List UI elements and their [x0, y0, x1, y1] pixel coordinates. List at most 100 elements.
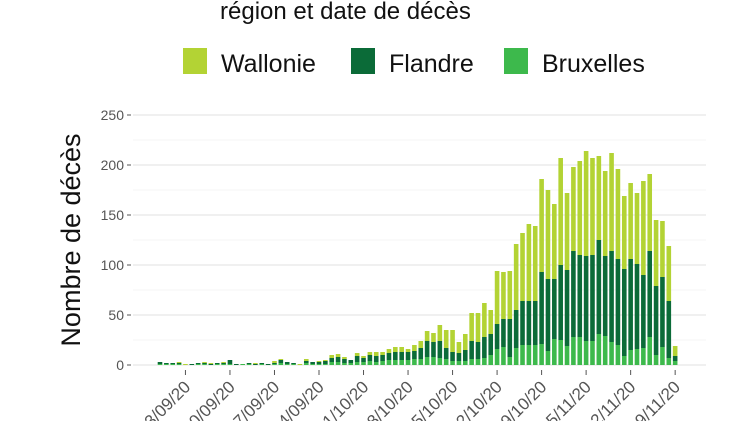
bar-wallonie [634, 193, 640, 264]
bar-flandre [462, 350, 468, 361]
bar-bruxelles [488, 355, 494, 365]
bar-bruxelles [482, 358, 487, 365]
bar-bruxelles [520, 345, 525, 365]
bar-flandre [303, 361, 309, 363]
bar-flandre [412, 351, 417, 359]
bar-flandre [367, 355, 373, 361]
bar-wallonie [450, 330, 455, 352]
bar-wallonie [577, 161, 583, 255]
bar-wallonie [176, 362, 182, 363]
bar-flandre [234, 364, 239, 365]
bar-wallonie [647, 174, 653, 251]
bar-bruxelles [170, 364, 176, 365]
bar-bruxelles [672, 361, 678, 365]
bar-flandre [291, 363, 296, 364]
bar-bruxelles [386, 360, 392, 365]
bar-flandre [253, 364, 258, 365]
bar-flandre [418, 348, 424, 359]
bar-wallonie [399, 347, 404, 352]
bar-flandre [488, 334, 494, 355]
chart-title: région et date de décès [220, 0, 471, 25]
bar-flandre [354, 356, 360, 362]
bar-bruxelles [329, 362, 335, 365]
bar-flandre [660, 277, 665, 347]
bar-bruxelles [571, 337, 576, 365]
bar-bruxelles [278, 363, 284, 365]
bar-bruxelles [552, 339, 557, 365]
legend-label-flandre: Flandre [389, 50, 474, 78]
bar-wallonie [393, 347, 398, 352]
bar-flandre [386, 353, 392, 360]
bar-flandre [265, 364, 271, 365]
bar-wallonie [202, 362, 207, 363]
bar-flandre [157, 362, 163, 364]
bar-flandre [621, 269, 627, 356]
x-tick-label: 19/11/20 [625, 377, 684, 421]
bar-wallonie [386, 349, 392, 353]
bar-wallonie [361, 356, 366, 358]
bar-wallonie [653, 220, 659, 286]
bar-flandre [475, 342, 481, 359]
bar-bruxelles [164, 364, 169, 365]
bar-bruxelles [443, 359, 449, 365]
bar-bruxelles [532, 345, 538, 365]
bar-wallonie [672, 346, 678, 356]
bar-wallonie [501, 272, 506, 319]
bar-bruxelles [393, 360, 398, 365]
bar-wallonie [297, 364, 303, 365]
bar-wallonie [583, 151, 589, 256]
y-tick-label: 200 [101, 157, 125, 173]
bar-bruxelles [462, 361, 468, 365]
bar-bruxelles [373, 362, 379, 365]
bar-flandre [278, 360, 284, 363]
bar-bruxelles [412, 359, 417, 365]
y-axis-label: Nombre de décès [56, 133, 86, 346]
bar-bruxelles [615, 345, 621, 365]
bar-flandre [653, 286, 659, 355]
bar-flandre [628, 259, 633, 350]
bar-flandre [373, 356, 379, 362]
bar-flandre [539, 272, 544, 344]
bar-wallonie [666, 246, 672, 301]
bar-flandre [342, 359, 347, 363]
bar-flandre [634, 264, 640, 349]
bar-wallonie [507, 271, 513, 319]
bar-flandre [501, 319, 506, 347]
x-tick-label: 12/11/20 [580, 377, 639, 421]
x-tick-label: 03/09/20 [134, 377, 194, 421]
bar-wallonie [431, 333, 436, 342]
bar-flandre [272, 363, 277, 364]
bar-bruxelles [539, 344, 544, 365]
bar-bruxelles [303, 363, 309, 365]
bar-bruxelles [653, 355, 659, 365]
bar-wallonie [526, 224, 532, 301]
bar-bruxelles [583, 341, 589, 365]
bar-bruxelles [316, 364, 322, 365]
bar-bruxelles [418, 359, 424, 365]
bar-flandre [195, 363, 201, 364]
x-tick-label: 15/10/20 [401, 377, 461, 421]
bar-flandre [431, 342, 436, 357]
bar-flandre [602, 256, 608, 336]
bar-wallonie [329, 355, 335, 358]
bar-bruxelles [513, 348, 519, 365]
bar-wallonie [424, 331, 430, 341]
bar-wallonie [520, 233, 525, 301]
bar-flandre [189, 364, 195, 365]
bar-flandre [176, 363, 182, 364]
bar-bruxelles [431, 357, 436, 365]
bar-flandre [571, 251, 576, 337]
legend-swatch-bruxelles [504, 48, 528, 74]
bar-wallonie [539, 179, 544, 272]
bar-flandre [513, 310, 519, 348]
bar-flandre [609, 251, 614, 342]
bar-flandre [246, 363, 252, 364]
bar-flandre [672, 356, 678, 361]
bar-wallonie [412, 345, 417, 351]
bar-wallonie [494, 271, 500, 324]
bar-flandre [469, 341, 474, 359]
y-tick-label: 250 [101, 107, 125, 123]
bar-flandre [361, 358, 366, 362]
bar-flandre [393, 352, 398, 360]
